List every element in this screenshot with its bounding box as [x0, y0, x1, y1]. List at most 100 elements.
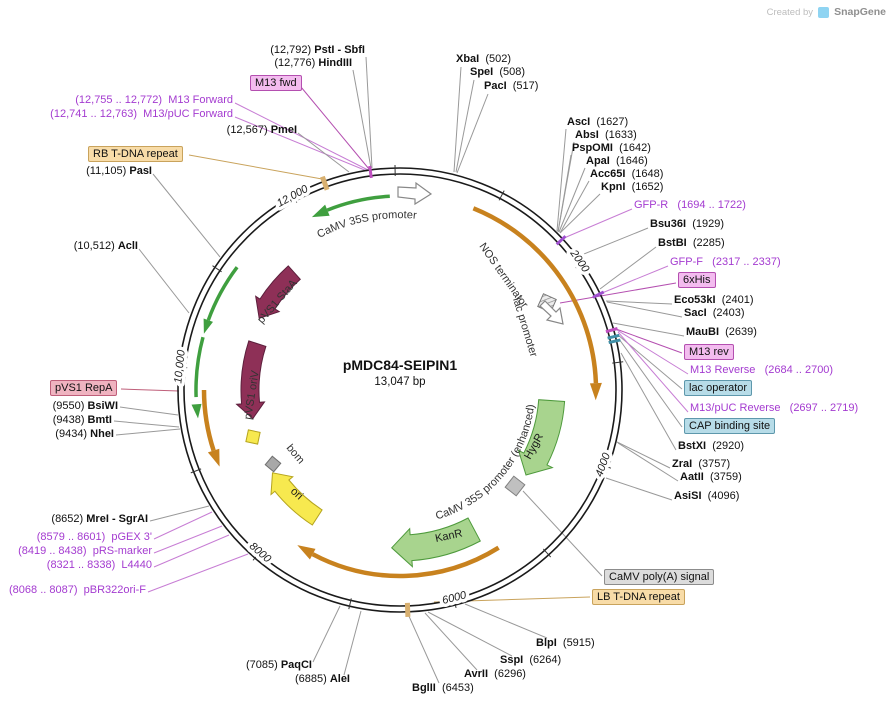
m13-fwd-mark[interactable] [368, 165, 373, 179]
callout-line [559, 193, 601, 234]
m13-rev-mark[interactable] [605, 327, 618, 334]
green-arc-left-1-arrowhead [203, 318, 213, 334]
enzyme-label-spei[interactable]: SpeI (508) [470, 66, 525, 79]
enzyme-label-hindiii[interactable]: (12,776) HindIII [274, 57, 352, 70]
feature-box-pvs1-repa[interactable]: pVS1 RepA [50, 380, 118, 396]
rb-tdna-mark[interactable] [320, 175, 330, 191]
enzyme-label-nhei[interactable]: (9434) NheI [55, 428, 114, 441]
enzyme-label-bstbi[interactable]: BstBI (2285) [658, 237, 725, 250]
lac-operator-mark[interactable] [607, 333, 620, 340]
kanr-label[interactable]: KanR [434, 527, 463, 544]
lb-tdna-mark[interactable] [404, 602, 411, 617]
callout-line [556, 128, 567, 232]
primer-label-gfp-r[interactable]: GFP-R (1694 .. 1722) [634, 199, 746, 212]
primer-label-m13-puc-forward[interactable]: (12,741 .. 12,763) M13/pUC Forward [50, 108, 233, 121]
bom-square[interactable] [264, 455, 282, 473]
enzyme-label-blpi[interactable]: BlpI (5915) [536, 637, 595, 650]
enzyme-label-paci[interactable]: PacI (517) [484, 80, 538, 93]
callout-line [558, 167, 586, 233]
primer-label-l4440[interactable]: (8321 .. 8338) L4440 [47, 559, 152, 572]
enzyme-label-sspi[interactable]: SspI (6264) [500, 654, 561, 667]
snapgene-logo-icon [818, 6, 830, 18]
enzyme-label-pmei[interactable]: (12,567) PmeI [227, 124, 297, 137]
yellow-feature-square[interactable] [245, 429, 261, 445]
enzyme-name: AscI [567, 116, 591, 128]
enzyme-pos: (4096) [707, 490, 740, 502]
enzyme-label-zrai[interactable]: ZraI (3757) [672, 458, 730, 471]
primer-label-pbr322ori-f[interactable]: (8068 .. 8087) pBR322ori-F [9, 584, 146, 597]
feature-box-lb-tdna[interactable]: LB T-DNA repeat [592, 589, 685, 605]
kanr-arrow[interactable] [390, 517, 481, 568]
enzyme-label-kpni[interactable]: KpnI (1652) [601, 181, 663, 194]
enzyme-label-absi[interactable]: AbsI (1633) [575, 129, 637, 142]
lac-promoter-arrow[interactable] [539, 300, 564, 325]
enzyme-label-asisi[interactable]: AsiSI (4096) [674, 490, 739, 503]
enzyme-label-asci[interactable]: AscI (1627) [567, 116, 628, 129]
green-arc-left-2[interactable] [194, 336, 205, 398]
white-promoter-arrow-top[interactable] [397, 181, 433, 206]
bom-label[interactable]: bom [284, 442, 307, 466]
enzyme-name: BlpI [536, 637, 557, 649]
callout-line [620, 352, 677, 451]
enzyme-label-maubi[interactable]: MauBI (2639) [686, 326, 757, 339]
primer-label-m13-puc-reverse[interactable]: M13/pUC Reverse (2697 .. 2719) [690, 402, 858, 415]
camv35s-promoter-label[interactable]: CaMV 35S promoter [315, 209, 417, 241]
enzyme-label-acli[interactable]: (10,512) AclI [74, 240, 138, 253]
pvs1-oriv-arrow[interactable] [235, 340, 267, 420]
enzyme-label-bsu36i[interactable]: Bsu36I (1929) [650, 218, 724, 231]
enzyme-label-bstxi[interactable]: BstXI (2920) [678, 440, 744, 453]
green-arc-left-1[interactable] [206, 266, 239, 321]
enzyme-label-pasi[interactable]: (11,105) PasI [86, 165, 152, 178]
enzyme-name: PasI [129, 165, 152, 177]
gold-arc-left[interactable] [201, 389, 216, 452]
pvs1-staa-arrow[interactable] [255, 265, 302, 319]
enzyme-label-bmti[interactable]: (9438) BmtI [53, 414, 112, 427]
feature-box-m13-fwd[interactable]: M13 fwd [250, 75, 302, 91]
callout-line [612, 322, 685, 337]
enzyme-label-alei[interactable]: (6885) AleI [295, 673, 350, 686]
primer-name: pGEX 3' [111, 531, 152, 543]
primer-label-prs-marker[interactable]: (8419 .. 8438) pRS-marker [18, 545, 152, 558]
enzyme-label-bglii[interactable]: BglII (6453) [412, 682, 474, 695]
camv35s-enhanced-label[interactable]: CaMV 35S promoter (enhanced) [434, 404, 537, 523]
lac-promoter-label[interactable]: lac promoter [510, 296, 539, 358]
enzyme-label-mrei-sgrai[interactable]: (8652) MreI - SgrAI [51, 513, 148, 526]
primer-label-m13-forward[interactable]: (12,755 .. 12,772) M13 Forward [75, 94, 233, 107]
enzyme-label-bsiwi[interactable]: (9550) BsiWI [53, 400, 118, 413]
camv35s-promoter-arrow[interactable] [326, 194, 390, 212]
enzyme-label-aatii[interactable]: AatII (3759) [680, 471, 742, 484]
enzyme-label-saci[interactable]: SacI (2403) [684, 307, 745, 320]
green-feature-arcs[interactable] [191, 194, 390, 419]
gfp-r-mark[interactable] [555, 235, 567, 246]
primer-label-gfp-f[interactable]: GFP-F (2317 .. 2337) [670, 256, 781, 269]
enzyme-label-eco53ki[interactable]: Eco53kI (2401) [674, 294, 754, 307]
plasmid-backbone-outer[interactable] [177, 167, 623, 613]
gold-arc-bottom[interactable] [311, 545, 500, 579]
enzyme-label-avrii[interactable]: AvrII (6296) [464, 668, 526, 681]
enzyme-label-pspomi[interactable]: PspOMI (1642) [572, 142, 651, 155]
primer-label-m13-reverse[interactable]: M13 Reverse (2684 .. 2700) [690, 364, 833, 377]
primer-range: (2317 .. 2337) [712, 256, 781, 268]
feature-box-rb-tdna[interactable]: RB T-DNA repeat [88, 146, 183, 162]
hygr-arrow[interactable] [517, 399, 566, 476]
enzyme-label-apai[interactable]: ApaI (1646) [586, 155, 648, 168]
enzyme-label-acc65i[interactable]: Acc65I (1648) [590, 168, 663, 181]
enzyme-label-xbai[interactable]: XbaI (502) [456, 53, 511, 66]
feature-box-m13-rev[interactable]: M13 rev [684, 344, 734, 360]
feature-box-6xhis[interactable]: 6xHis [678, 272, 716, 288]
gold-feature-arcs[interactable] [201, 206, 602, 579]
camv-polya-square[interactable] [504, 475, 526, 497]
feature-box-camv-polya[interactable]: CaMV poly(A) signal [604, 569, 715, 585]
primer-label-pgex3[interactable]: (8579 .. 8601) pGEX 3' [37, 531, 152, 544]
enzyme-label-psti-sbfi[interactable]: (12,792) PstI - SbfI [270, 44, 365, 57]
gfp-f-mark[interactable] [592, 290, 605, 299]
enzyme-pos: (6264) [529, 654, 562, 666]
cap-binding-mark[interactable] [608, 338, 621, 345]
ori-arrow[interactable] [270, 472, 323, 526]
plasmid-backbone-inner[interactable] [183, 173, 617, 607]
gold-arc-right[interactable] [472, 206, 599, 384]
feature-box-cap-binding-site[interactable]: CAP binding site [684, 418, 776, 434]
feature-box-lac-operator[interactable]: lac operator [684, 380, 753, 396]
enzyme-label-paqci[interactable]: (7085) PaqCI [246, 659, 312, 672]
